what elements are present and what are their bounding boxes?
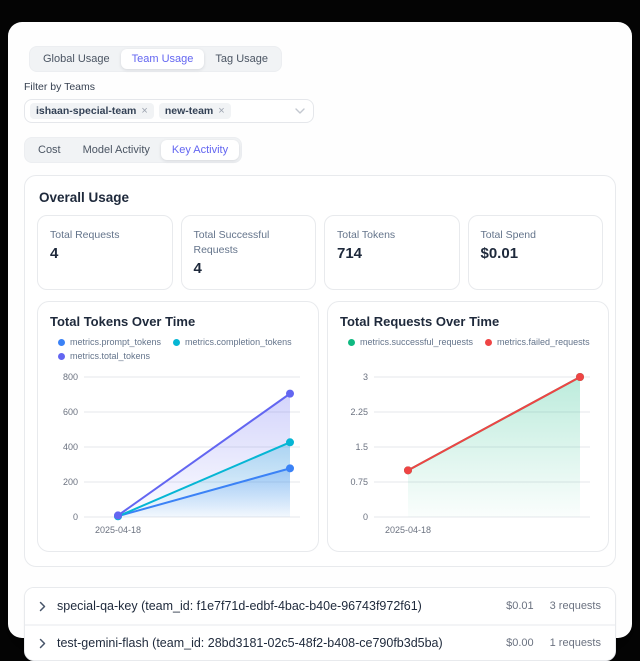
stat-value: 714 (337, 245, 363, 263)
svg-text:2025-04-18: 2025-04-18 (95, 525, 141, 535)
stat-total-requests: Total Requests 4 (37, 215, 173, 291)
stat-value: 4 (50, 245, 59, 263)
tokens-over-time-line-chart: 0 200 400 600 800 2025-04-18 (63, 372, 300, 535)
dashboard-panel: Global Usage Team Usage Tag Usage Filter… (8, 22, 632, 661)
svg-text:0.75: 0.75 (350, 477, 368, 487)
filter-by-teams-label: Filter by Teams (24, 81, 95, 93)
svg-text:3: 3 (363, 372, 368, 382)
svg-text:400: 400 (63, 442, 78, 452)
team-tag-label: new-team (164, 105, 214, 117)
team-filter-select[interactable]: ishaan-special-team × new-team × (24, 99, 314, 123)
stat-total-tokens: Total Tokens 714 (324, 215, 460, 291)
stat-total-spend: Total Spend $0.01 (467, 215, 603, 291)
charts-row: Total Tokens Over Time metrics.prompt_to… (37, 301, 609, 553)
legend-label: metrics.completion_tokens (185, 337, 292, 348)
team-tag-label: ishaan-special-team (36, 105, 137, 117)
legend-item: metrics.total_tokens (58, 351, 150, 361)
key-spend: $0.01 (506, 600, 534, 613)
key-name: test-gemini-flash (team_id: 28bd3181-02c… (57, 636, 443, 651)
legend-item: metrics.failed_requests (485, 337, 590, 347)
tab-model-activity[interactable]: Model Activity (72, 140, 161, 160)
chevron-right-icon[interactable] (39, 638, 46, 649)
chart-legend: metrics.prompt_tokens metrics.completion… (58, 337, 306, 365)
legend-dot-icon (173, 338, 181, 346)
svg-text:600: 600 (63, 407, 78, 417)
legend-item: metrics.successful_requests (348, 337, 473, 347)
tab-team-usage[interactable]: Team Usage (120, 49, 205, 69)
legend-label: metrics.prompt_tokens (70, 337, 162, 348)
stats-row: Total Requests 4 Total Successful Reques… (37, 215, 603, 291)
svg-text:1.5: 1.5 (355, 442, 368, 452)
tab-key-activity[interactable]: Key Activity (160, 140, 240, 160)
remove-tag-icon[interactable]: × (141, 104, 148, 117)
key-request-count: 3 requests (549, 600, 601, 613)
svg-text:2.25: 2.25 (350, 407, 368, 417)
key-row-test-gemini-flash[interactable]: test-gemini-flash (team_id: 28bd3181-02c… (25, 624, 615, 661)
svg-text:0: 0 (73, 512, 78, 522)
legend-label: metrics.failed_requests (497, 337, 590, 348)
usage-tab-group: Global Usage Team Usage Tag Usage (29, 46, 283, 72)
svg-text:800: 800 (63, 372, 78, 382)
legend-dot-icon (348, 338, 355, 346)
legend-label: metrics.successful_requests (360, 337, 474, 348)
tab-global-usage[interactable]: Global Usage (32, 49, 121, 69)
tab-tag-usage[interactable]: Tag Usage (204, 49, 279, 69)
overall-usage-card: Overall Usage Total Requests 4 Total Suc… (24, 175, 616, 568)
chevron-down-icon[interactable] (295, 108, 305, 114)
chart-legend: metrics.successful_requests metrics.fail… (348, 337, 596, 365)
tab-cost[interactable]: Cost (27, 140, 72, 160)
stat-total-successful-requests: Total Successful Requests 4 (180, 215, 316, 291)
tokens-over-time-chart-card: Total Tokens Over Time metrics.prompt_to… (37, 301, 319, 553)
requests-over-time-line-chart: 0 0.75 1.5 2.25 3 2025-04-18 (350, 372, 590, 535)
legend-item: metrics.prompt_tokens (58, 337, 161, 347)
chart-title: Total Requests Over Time (340, 314, 500, 330)
remove-tag-icon[interactable]: × (218, 104, 225, 117)
stat-label: Total Tokens (337, 229, 396, 241)
stat-label: Total Successful Requests (193, 229, 270, 257)
svg-text:200: 200 (63, 477, 78, 487)
overall-usage-title: Overall Usage (39, 190, 130, 205)
legend-item: metrics.completion_tokens (173, 337, 292, 347)
svg-text:2025-04-18: 2025-04-18 (385, 525, 431, 535)
stat-value: $0.01 (480, 245, 519, 263)
keys-accordion-list: special-qa-key (team_id: f1e7f71d-edbf-4… (24, 587, 616, 661)
stat-value: 4 (193, 260, 202, 278)
key-spend: $0.00 (506, 637, 534, 650)
requests-over-time-chart-card: Total Requests Over Time metrics.success… (327, 301, 609, 553)
stat-label: Total Spend (480, 229, 536, 241)
legend-dot-icon (485, 338, 493, 346)
chevron-right-icon[interactable] (39, 601, 46, 612)
legend-dot-icon (58, 338, 65, 346)
key-request-count: 1 requests (549, 637, 601, 650)
svg-text:0: 0 (363, 512, 368, 522)
key-name: special-qa-key (team_id: f1e7f71d-edbf-4… (57, 599, 422, 614)
activity-tab-group: Cost Model Activity Key Activity (24, 137, 243, 163)
key-row-special-qa-key[interactable]: special-qa-key (team_id: f1e7f71d-edbf-4… (25, 588, 615, 625)
team-tag: new-team × (158, 103, 231, 119)
legend-label: metrics.total_tokens (70, 351, 151, 362)
stat-label: Total Requests (50, 229, 120, 241)
legend-dot-icon (58, 352, 65, 360)
team-tag: ishaan-special-team × (30, 103, 154, 119)
chart-title: Total Tokens Over Time (50, 314, 196, 330)
